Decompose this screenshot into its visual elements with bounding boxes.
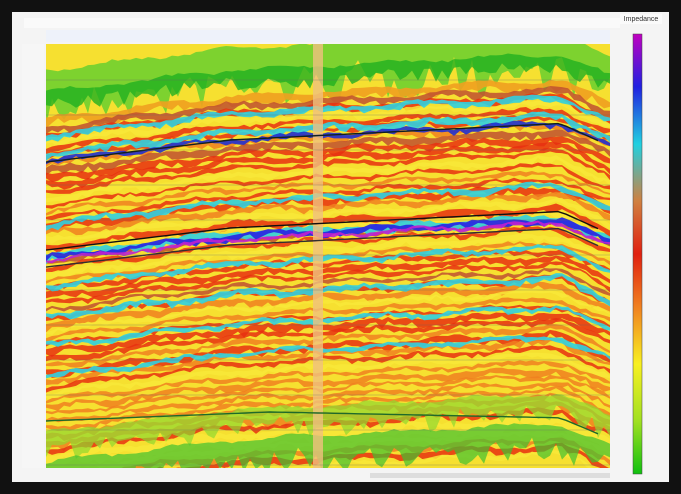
seismic-layer [46, 273, 610, 320]
seismic-layer [46, 415, 610, 464]
seismic-layer [46, 297, 610, 342]
colorbar [632, 33, 643, 475]
seismic-layer [46, 312, 610, 357]
seismic-layer [46, 394, 610, 459]
seismic-layer [46, 261, 610, 304]
horizon [46, 210, 599, 251]
seismic-layer [46, 86, 610, 134]
horizon [46, 411, 599, 435]
title-bar [24, 18, 620, 28]
seismic-layer [46, 233, 610, 280]
colorbar-header [620, 14, 662, 24]
seismic-layer [46, 423, 610, 468]
time-axis [22, 44, 44, 468]
seismic-layer [46, 225, 610, 272]
colorbar-title: Impedance [624, 16, 659, 23]
well-trace [313, 44, 323, 468]
seismic-layer [46, 170, 610, 216]
seismic-layer [46, 289, 610, 335]
seismic-layer [46, 360, 610, 404]
seismic-layer [46, 155, 610, 203]
seismic-layer [46, 177, 610, 221]
seismic-layer [224, 450, 594, 468]
scrollbar [370, 473, 610, 478]
seismic-layer [46, 217, 610, 262]
seismic-layer [46, 53, 610, 108]
seismic-layer [46, 305, 610, 347]
seismic-layer [46, 129, 610, 176]
seismic-layer [46, 94, 610, 142]
seismic-layer [46, 107, 610, 155]
seismic-layer [46, 191, 610, 236]
seismic-layer [46, 407, 610, 455]
seismic-layer [46, 120, 610, 165]
seismic-layer [46, 111, 610, 161]
seismic-layer [46, 241, 610, 284]
seismic-layer [46, 141, 610, 190]
seismic-layer [46, 255, 610, 299]
seismic-layer [46, 136, 610, 182]
seismic-layer [46, 115, 610, 160]
seismic-section [46, 44, 610, 468]
seismic-layer [46, 181, 610, 231]
seismic-layer [46, 374, 610, 415]
seismic-layer [46, 345, 610, 393]
seismic-layer [46, 336, 610, 386]
seismic-layer [46, 212, 610, 257]
horizon [46, 122, 599, 163]
trace-header [46, 30, 610, 42]
seismic-layer [46, 318, 610, 362]
seismic-layer [46, 79, 610, 129]
seismic-layer [46, 203, 610, 253]
seismic-layer [46, 248, 610, 292]
seismic-layer [46, 100, 610, 147]
seismic-layer [46, 323, 610, 368]
seismic-layer [46, 352, 610, 400]
seismic-layer [46, 186, 610, 232]
seismic-layer [46, 220, 610, 264]
seismic-layer [46, 335, 610, 379]
seismic-layer [46, 281, 610, 333]
horizon [46, 227, 599, 268]
